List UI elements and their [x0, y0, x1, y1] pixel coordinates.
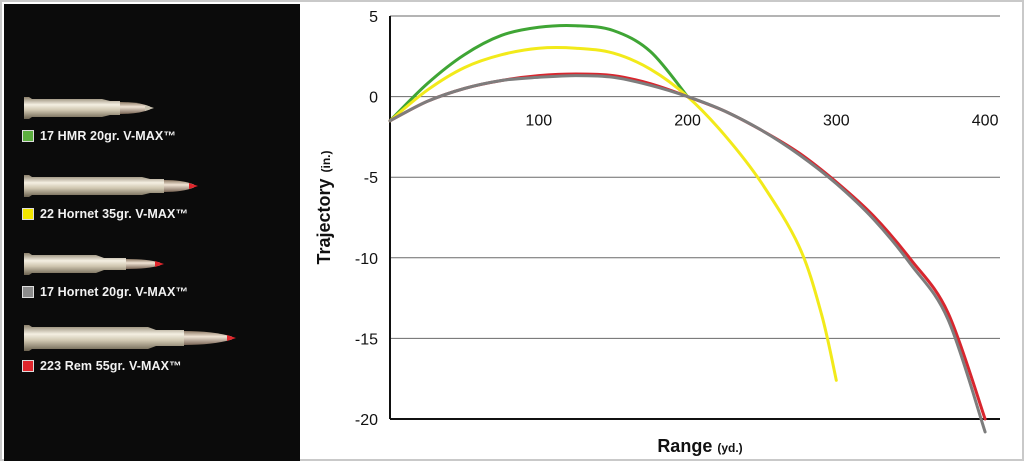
legend-label: 17 HMR 20gr. V-MAX™: [40, 129, 176, 143]
x-axis-unit: (yd.): [717, 441, 742, 455]
17-hornet-cartridge-icon: [24, 253, 164, 275]
legend-item: 17 Hornet 20gr. V-MAX™: [22, 240, 302, 306]
y-axis-unit: (in.): [319, 150, 333, 172]
legend-item: 22 Hornet 35gr. V-MAX™: [22, 162, 302, 228]
series-line-22-hornet-35gr-v-max: [388, 46, 838, 382]
y-tick-label: -10: [355, 251, 378, 268]
22-hornet-cartridge-icon: [24, 175, 198, 197]
legend-swatch: [22, 360, 34, 372]
cartridge-legend-panel: 17 HMR 20gr. V-MAX™ 22 Hornet 35gr. V-MAX…: [4, 4, 300, 461]
x-axis-title-text: Range: [657, 436, 712, 456]
legend-row: 17 Hornet 20gr. V-MAX™: [22, 284, 188, 300]
series-line-17-hornet-20gr-v-max: [388, 74, 987, 434]
x-tick-label: 200: [674, 113, 701, 130]
legend-item: 17 HMR 20gr. V-MAX™: [22, 84, 302, 150]
y-tick-label: -5: [364, 170, 378, 187]
x-tick-label: 100: [525, 113, 552, 130]
legend-swatch: [22, 208, 34, 220]
legend-row: 17 HMR 20gr. V-MAX™: [22, 128, 176, 144]
legend-item: 223 Rem 55gr. V-MAX™: [22, 314, 302, 380]
legend-row: 22 Hornet 35gr. V-MAX™: [22, 206, 188, 222]
legend-label: 22 Hornet 35gr. V-MAX™: [40, 207, 189, 221]
x-tick-label: 300: [823, 113, 850, 130]
y-tick-label: -20: [355, 412, 378, 429]
legend-label: 223 Rem 55gr. V-MAX™: [40, 359, 182, 373]
y-tick-label: 0: [369, 90, 378, 107]
legend-swatch: [22, 130, 34, 142]
series-line-17-hmr-20gr-v-max: [388, 23, 690, 123]
legend-swatch: [22, 286, 34, 298]
17-hmr-cartridge-icon: [24, 97, 154, 119]
x-axis-title: Range (yd.): [657, 436, 742, 456]
y-axis-title: Trajectory (in.): [314, 150, 334, 264]
trajectory-chart: 5 0 -5 -10 -15 -20 100 200 300 400 Trajectory (in.)…: [314, 9, 1000, 456]
y-tick-label: -15: [355, 331, 378, 348]
legend-row: 223 Rem 55gr. V-MAX™: [22, 358, 182, 374]
223-rem-cartridge-icon: [24, 325, 236, 351]
y-tick-label: 5: [369, 9, 378, 26]
legend-label: 17 Hornet 20gr. V-MAX™: [40, 285, 189, 299]
y-axis-title-text: Trajectory: [314, 178, 334, 264]
x-tick-label: 400: [972, 113, 999, 130]
